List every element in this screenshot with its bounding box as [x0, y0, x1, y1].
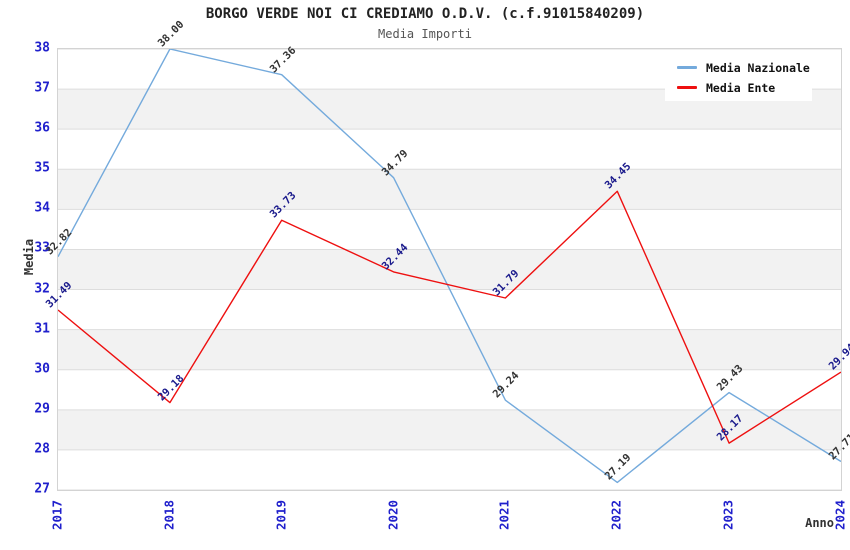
series-line-media-nazionale	[58, 49, 841, 484]
plot-canvas	[58, 49, 841, 490]
y-tick-label: 30	[34, 361, 50, 377]
x-axis-title: Anno	[805, 516, 834, 530]
grid-band	[58, 169, 841, 210]
x-tick-label: 2021	[496, 499, 512, 531]
y-tick-label: 36	[34, 120, 50, 136]
x-tick-label: 2020	[385, 499, 401, 531]
legend-label: Media Nazionale	[706, 60, 810, 75]
legend-item-media-nazionale: Media Nazionale	[677, 61, 812, 75]
y-tick-label: 28	[34, 441, 50, 457]
media-ente-line-swatch	[677, 86, 697, 89]
y-tick-label: 27	[34, 481, 50, 497]
x-tick-label: 2024	[832, 499, 848, 531]
x-tick-label: 2022	[608, 499, 624, 531]
y-tick-label: 33	[34, 240, 50, 256]
x-tick-label: 2019	[273, 499, 289, 531]
legend-item-media-ente: Media Ente	[677, 81, 812, 95]
series-line-media-ente	[58, 190, 841, 444]
grid-band	[58, 329, 841, 370]
y-tick-label: 35	[34, 160, 50, 176]
legend-label: Media Ente	[706, 80, 776, 95]
y-tick-label: 29	[34, 401, 50, 417]
grid-band	[58, 249, 841, 290]
x-tick-label: 2017	[49, 499, 65, 531]
y-tick-label: 37	[34, 80, 50, 96]
y-tick-label: 38	[34, 40, 50, 56]
plot-area	[57, 48, 842, 491]
grid-band	[58, 409, 841, 450]
y-tick-label: 32	[34, 281, 50, 297]
legend: Media Nazionale Media Ente	[665, 54, 812, 101]
media-nazionale-line-swatch	[677, 66, 697, 69]
chart-subtitle: Media Importi	[378, 27, 472, 41]
chart-title: BORGO VERDE NOI CI CREDIAMO O.D.V. (c.f.…	[205, 6, 645, 22]
x-tick-label: 2023	[720, 499, 736, 531]
y-tick-label: 34	[34, 200, 50, 216]
x-tick-label: 2018	[161, 499, 177, 531]
y-tick-label: 31	[34, 321, 50, 337]
